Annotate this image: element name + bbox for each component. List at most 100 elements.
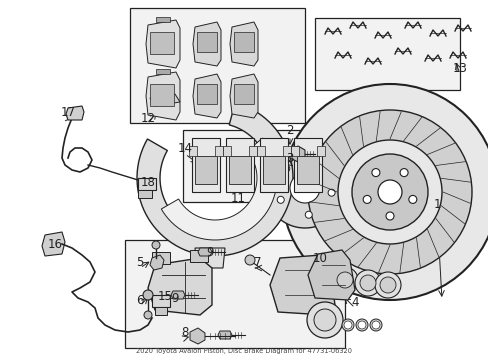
Polygon shape [137,103,292,256]
Bar [293,138,321,192]
Bar [215,146,223,156]
Bar [197,32,217,52]
Bar [138,178,156,190]
Circle shape [282,84,488,300]
Polygon shape [289,146,305,162]
Text: 14: 14 [177,141,192,154]
Circle shape [152,241,160,249]
Bar [152,295,170,307]
Bar [183,130,327,202]
Polygon shape [161,138,276,240]
Bar [195,156,217,184]
Text: 4: 4 [350,296,358,309]
Bar [155,307,167,315]
Polygon shape [66,106,84,120]
Circle shape [357,321,365,329]
Circle shape [354,270,380,296]
Polygon shape [193,22,221,66]
Circle shape [379,277,395,293]
Circle shape [374,272,400,298]
Circle shape [289,173,319,203]
Polygon shape [229,22,258,66]
Bar [248,146,257,156]
Bar [125,240,345,348]
Circle shape [355,319,367,331]
Circle shape [385,212,393,220]
Polygon shape [150,94,180,106]
Bar [228,156,250,184]
Bar [138,190,152,198]
Circle shape [327,189,334,196]
Circle shape [359,275,375,291]
Bar [130,8,305,123]
Text: 8: 8 [181,325,188,338]
Polygon shape [269,255,334,315]
Text: 1: 1 [432,198,440,211]
Bar [283,146,290,156]
Circle shape [341,319,353,331]
Circle shape [277,196,284,203]
Text: 9: 9 [171,292,179,305]
Polygon shape [146,72,180,120]
Circle shape [363,195,370,203]
Text: 2020 Toyota Avalon Piston, Disc Brake Diagram for 47731-06320: 2020 Toyota Avalon Piston, Disc Brake Di… [136,348,351,354]
Polygon shape [193,74,221,118]
Bar [150,32,174,54]
Circle shape [143,311,152,319]
Bar [263,156,285,184]
Bar [314,18,459,90]
Bar [260,138,287,192]
Text: 9: 9 [206,246,213,258]
Polygon shape [307,250,354,300]
Bar [234,32,253,52]
Circle shape [307,110,471,274]
Text: 15: 15 [157,289,172,302]
Text: 17: 17 [61,105,75,118]
Polygon shape [156,69,170,74]
Circle shape [244,255,254,265]
Bar [234,84,253,104]
Polygon shape [42,232,65,256]
Bar [197,84,217,104]
Bar [152,252,170,264]
Text: 2: 2 [285,123,293,136]
Text: 7: 7 [254,256,261,269]
Text: 18: 18 [140,176,155,189]
Polygon shape [198,248,212,256]
Circle shape [331,267,357,293]
Bar [225,138,253,192]
Circle shape [399,168,407,177]
Bar [316,146,325,156]
Bar [223,146,230,156]
Text: 6: 6 [136,293,143,306]
Circle shape [305,211,312,218]
Polygon shape [195,248,224,268]
Polygon shape [190,328,204,344]
Polygon shape [150,255,163,270]
Circle shape [371,168,379,177]
Circle shape [371,321,379,329]
Circle shape [336,272,352,288]
Circle shape [337,140,441,244]
Circle shape [377,180,401,204]
Circle shape [142,290,153,300]
Bar [257,146,264,156]
Polygon shape [148,258,212,315]
Circle shape [408,195,416,203]
Circle shape [282,165,289,172]
Polygon shape [156,17,170,22]
Circle shape [306,302,342,338]
Bar [189,146,197,156]
Bar [150,84,174,106]
Bar [290,146,298,156]
Text: 3: 3 [286,152,293,165]
Circle shape [264,148,345,228]
Text: 16: 16 [47,238,62,252]
Circle shape [351,154,427,230]
Circle shape [369,319,381,331]
Polygon shape [146,20,180,68]
Text: 11: 11 [230,192,245,204]
Text: 13: 13 [451,62,467,75]
Bar [190,250,207,262]
Circle shape [313,309,335,331]
